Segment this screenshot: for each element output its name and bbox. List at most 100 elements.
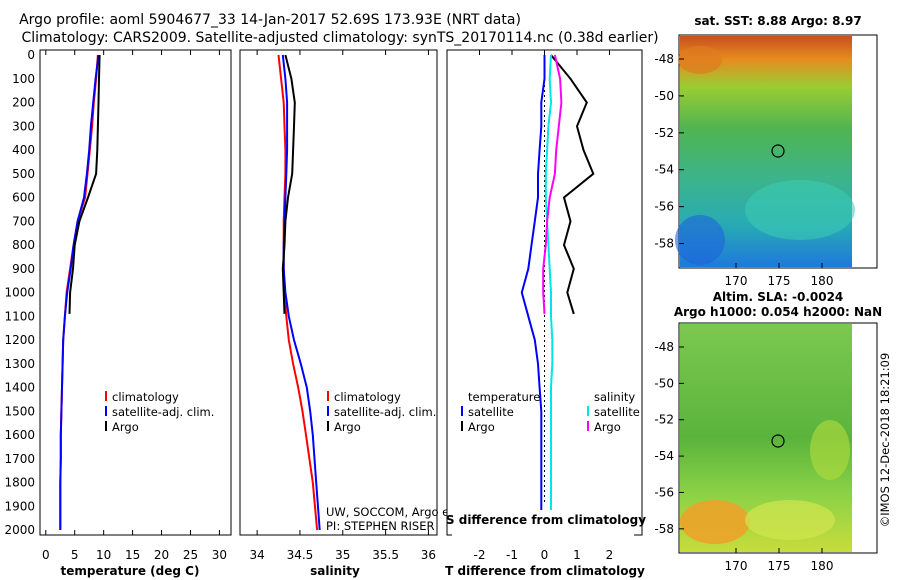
sst-map-title: sat. SST: 8.88 Argo: 8.97 (694, 14, 861, 28)
legend-satellite: satellite-adj. clim. (334, 405, 436, 419)
lon-tick-label: 170 (725, 559, 748, 573)
x-tick-label: 30 (212, 548, 227, 562)
lon-tick-label: 180 (811, 559, 834, 573)
depth-tick-label: 400 (12, 143, 35, 157)
lat-tick-label: -52 (654, 126, 674, 140)
temperature-xlabel: temperature (deg C) (61, 564, 200, 578)
x-tick-label: 34 (249, 548, 264, 562)
legend-argo: Argo (112, 420, 139, 434)
top-axis-backdrop (452, 510, 634, 542)
lat-tick-label: -50 (654, 89, 674, 103)
temperature-x-ticks: 0 5 10 15 20 25 30 (42, 50, 227, 562)
difference-lines (520, 54, 595, 530)
depth-tick-label: 1000 (4, 286, 35, 300)
depth-tick-label: 1300 (4, 357, 35, 371)
salinity-legend: climatology satellite-adj. clim. Argo (327, 390, 436, 434)
lon-tick-label: 175 (768, 274, 791, 288)
x-tick-label: -2 (474, 548, 486, 562)
lon-tick-label: 170 (725, 274, 748, 288)
x-tick-label: 34.5 (287, 548, 314, 562)
lat-tick-label: -54 (654, 449, 674, 463)
series-line-salinity-satellite (544, 54, 554, 530)
depth-tick-label: 600 (12, 191, 35, 205)
series-line-temperature-satellite (520, 55, 546, 530)
legend-temp-argo: Argo (468, 420, 495, 434)
depth-tick-label: 700 (12, 214, 35, 228)
depth-axis-labels: 0 100 200 300 400 500 600 700 800 900 1000 1100 1200… (4, 48, 642, 537)
legend-sal-argo: Argo (594, 420, 621, 434)
depth-tick-label: 300 (12, 119, 35, 133)
salinity-x-ticks: 34 34.5 35 35.5 36 (249, 50, 436, 562)
depth-tick-label: 2000 (4, 523, 35, 537)
difference-xlabel: T difference from climatology (445, 564, 645, 578)
depth-tick-label: 200 (12, 96, 35, 110)
lat-tick-label: -56 (654, 200, 674, 214)
depth-tick-label: 0 (27, 48, 35, 62)
series-line-temperature-argo (550, 54, 595, 315)
depth-tick-label: 1700 (4, 452, 35, 466)
x-tick-label: 35.5 (372, 548, 399, 562)
legend-salinity-title: salinity (594, 390, 635, 404)
depth-tick-label: 100 (12, 72, 35, 86)
x-tick-label: 1 (573, 548, 581, 562)
depth-tick-label: 1600 (4, 428, 35, 442)
x-tick-label: 5 (71, 548, 79, 562)
salinity-lines (277, 54, 321, 531)
sla-map-title2: Argo h1000: 0.054 h2000: NaN (674, 305, 882, 319)
temperature-legend: climatology satellite-adj. clim. Argo (105, 390, 214, 434)
series-line-argo (281, 54, 296, 314)
salinity-panel-frame (239, 49, 438, 536)
lon-tick-label: 180 (811, 274, 834, 288)
legend-sal-satellite: satellite (594, 405, 640, 419)
sla-argo-location-marker (771, 434, 785, 448)
x-tick-label: 2 (606, 548, 614, 562)
lat-tick-label: -58 (654, 522, 674, 536)
lat-tick-label: -50 (654, 376, 674, 390)
lon-tick-label: 175 (768, 559, 791, 573)
lat-tick-label: -58 (654, 237, 674, 251)
x-tick-label: -1 (506, 548, 518, 562)
legend-climatology: climatology (334, 390, 401, 404)
legend-climatology: climatology (112, 390, 179, 404)
sst-warm-patch (678, 46, 722, 74)
depth-tick-label: 1500 (4, 404, 35, 418)
sla-high-patch (680, 500, 750, 544)
lat-tick-label: -48 (654, 340, 674, 354)
depth-tick-label: 1900 (4, 499, 35, 513)
lat-tick-label: -52 (654, 413, 674, 427)
sla-mid-patch-2 (810, 420, 850, 480)
depth-tick-label: 500 (12, 167, 35, 181)
x-tick-label: 15 (125, 548, 140, 562)
sla-mid-patch (745, 500, 835, 540)
series-line-satellite-adj-clim- (281, 54, 321, 531)
lat-tick-label: -48 (654, 52, 674, 66)
sst-cool-patch (745, 180, 855, 240)
watermark: ©IMOS 12-Dec-2018 18:21:09 (878, 353, 892, 528)
sla-map-ticks: -48 -50 -52 -54 -56 -58 170 175 180 (654, 340, 833, 573)
x-tick-label: 0 (541, 548, 549, 562)
credit-line2: PI: STEPHEN RISER (326, 519, 435, 533)
x-tick-label: 36 (421, 548, 436, 562)
difference-panel-frame (446, 49, 643, 536)
series-line-salinity-argo (542, 54, 563, 314)
x-tick-label: 0 (42, 548, 50, 562)
title-line2: Climatology: CARS2009. Satellite-adjuste… (21, 30, 658, 46)
depth-tick-label: 800 (12, 238, 35, 252)
legend-satellite: satellite-adj. clim. (112, 405, 214, 419)
legend-argo: Argo (334, 420, 361, 434)
sla-map-title1: Altim. SLA: -0.0024 (713, 290, 844, 304)
x-tick-label: 35 (335, 548, 350, 562)
depth-tick-label: 1400 (4, 381, 35, 395)
temperature-lines (59, 54, 101, 530)
difference-legend: temperature satellite Argo salinity sate… (461, 390, 640, 434)
sst-map-ticks: -48 -50 -52 -54 -56 -58 170 175 180 (654, 52, 833, 288)
x-tick-label: 25 (183, 548, 198, 562)
x-tick-label: 10 (96, 548, 111, 562)
depth-tick-label: 1800 (4, 476, 35, 490)
temperature-panel-frame (39, 49, 232, 536)
lat-tick-label: -56 (654, 485, 674, 499)
depth-tick-label: 1200 (4, 333, 35, 347)
lat-tick-label: -54 (654, 163, 674, 177)
title-line1: Argo profile: aoml 5904677_33 14-Jan-201… (19, 12, 521, 28)
